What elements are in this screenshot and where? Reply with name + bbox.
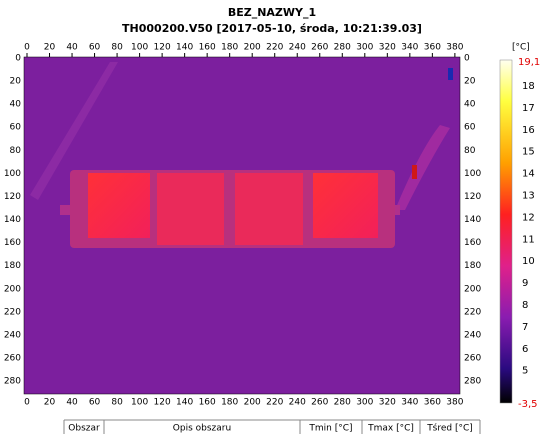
x-tick-label: 160 [199, 398, 216, 408]
x-tick-label: 200 [244, 398, 261, 408]
x-tick-label: 100 [131, 398, 148, 408]
y-tick-label: 240 [4, 330, 21, 340]
x-tick-label: 320 [379, 398, 396, 408]
y-tick-label: 100 [464, 169, 481, 179]
color-tick-label: 17 [522, 103, 535, 114]
x-tick-label: 220 [266, 398, 283, 408]
x-tick-label: 300 [356, 398, 373, 408]
screen: BEZ_NAZWY_1 TH000200.V50 [2017-05-10, śr… [0, 0, 542, 434]
y-tick-label: 120 [4, 192, 21, 202]
x-tick-label: 320 [379, 43, 396, 53]
x-tick-label: 340 [401, 43, 418, 53]
x-tick-label: 260 [311, 43, 328, 53]
color-tick-label: 11 [522, 234, 535, 245]
x-tick-label: 240 [289, 43, 306, 53]
thermal-image [24, 57, 460, 394]
x-tick-label: 40 [66, 398, 78, 408]
x-tick-label: 380 [446, 398, 463, 408]
x-tick-label: 360 [424, 43, 441, 53]
color-min: -3,5 [518, 399, 538, 410]
color-tick-label: 10 [522, 256, 535, 267]
y-tick-label: 60 [10, 123, 22, 133]
y-tick-label: 220 [4, 307, 21, 317]
y-tick-label: 20 [10, 77, 22, 87]
x-tick-label: 140 [176, 398, 193, 408]
x-tick-label: 60 [89, 43, 101, 53]
table-header-cell: Tmax [°C] [367, 424, 414, 434]
color-tick-label: 18 [522, 81, 535, 92]
x-tick-label: 260 [311, 398, 328, 408]
y-tick-label: 100 [4, 169, 21, 179]
x-tick-label: 0 [24, 43, 30, 53]
y-tick-label: 220 [464, 307, 481, 317]
color-tick-label: 5 [522, 366, 528, 377]
y-tick-label: 180 [4, 261, 21, 271]
y-tick-label: 160 [464, 238, 481, 248]
x-tick-label: 220 [266, 43, 283, 53]
x-tick-label: 20 [44, 43, 56, 53]
y-tick-label: 280 [4, 377, 21, 387]
x-tick-label: 200 [244, 43, 261, 53]
y-tick-label: 40 [10, 100, 22, 110]
x-tick-label: 300 [356, 43, 373, 53]
table-header [64, 420, 480, 434]
y-tick-label: 60 [464, 123, 476, 133]
y-tick-label: 80 [10, 146, 22, 156]
x-tick-label: 0 [24, 398, 30, 408]
x-tick-label: 80 [111, 398, 123, 408]
color-tick-label: 16 [522, 125, 535, 136]
x-tick-label: 80 [111, 43, 123, 53]
x-tick-label: 60 [89, 398, 101, 408]
y-tick-label: 0 [15, 54, 21, 64]
y-tick-label: 160 [4, 238, 21, 248]
color-max: 19,1 [518, 57, 540, 68]
y-tick-label: 280 [464, 377, 481, 387]
x-tick-label: 380 [446, 43, 463, 53]
y-tick-label: 20 [464, 77, 476, 87]
x-tick-label: 280 [334, 398, 351, 408]
y-tick-label: 120 [464, 192, 481, 202]
x-tick-label: 160 [199, 43, 216, 53]
table-header-cell: Tśred [°C] [426, 423, 473, 434]
x-tick-label: 180 [221, 398, 238, 408]
color-tick-label: 6 [522, 344, 528, 355]
table-header-cell: Tmin [°C] [308, 424, 352, 434]
color-tick-label: 14 [522, 169, 535, 180]
table-header-cell: Obszar [68, 424, 100, 434]
y-tick-label: 40 [464, 100, 476, 110]
y-tick-label: 140 [464, 215, 481, 225]
x-tick-label: 100 [131, 43, 148, 53]
color-tick-label: 12 [522, 212, 535, 223]
x-tick-label: 280 [334, 43, 351, 53]
y-tick-label: 200 [464, 284, 481, 294]
y-tick-label: 200 [4, 284, 21, 294]
color-tick-label: 7 [522, 322, 528, 333]
x-tick-label: 20 [44, 398, 56, 408]
x-tick-label: 360 [424, 398, 441, 408]
table-header-cell: Opis obszaru [173, 424, 231, 434]
subtitle: TH000200.V50 [2017-05-10, środa, 10:21:3… [122, 22, 422, 35]
x-tick-label: 180 [221, 43, 238, 53]
x-tick-label: 140 [176, 43, 193, 53]
x-tick-label: 340 [401, 398, 418, 408]
color-tick-label: 8 [522, 300, 528, 311]
y-tick-label: 180 [464, 261, 481, 271]
title: BEZ_NAZWY_1 [228, 6, 316, 19]
color-tick-label: 9 [522, 278, 528, 289]
x-tick-label: 120 [154, 43, 171, 53]
y-tick-label: 0 [464, 54, 470, 64]
x-tick-label: 120 [154, 398, 171, 408]
y-tick-label: 260 [464, 354, 481, 364]
x-tick-label: 240 [289, 398, 306, 408]
y-tick-label: 260 [4, 354, 21, 364]
y-tick-label: 140 [4, 215, 21, 225]
x-tick-label: 40 [66, 43, 78, 53]
color-unit: [°C] [512, 43, 530, 53]
color-tick-label: 13 [522, 191, 535, 202]
color-bar [500, 60, 512, 403]
y-tick-label: 80 [464, 146, 476, 156]
color-tick-label: 15 [522, 147, 535, 158]
y-tick-label: 240 [464, 330, 481, 340]
